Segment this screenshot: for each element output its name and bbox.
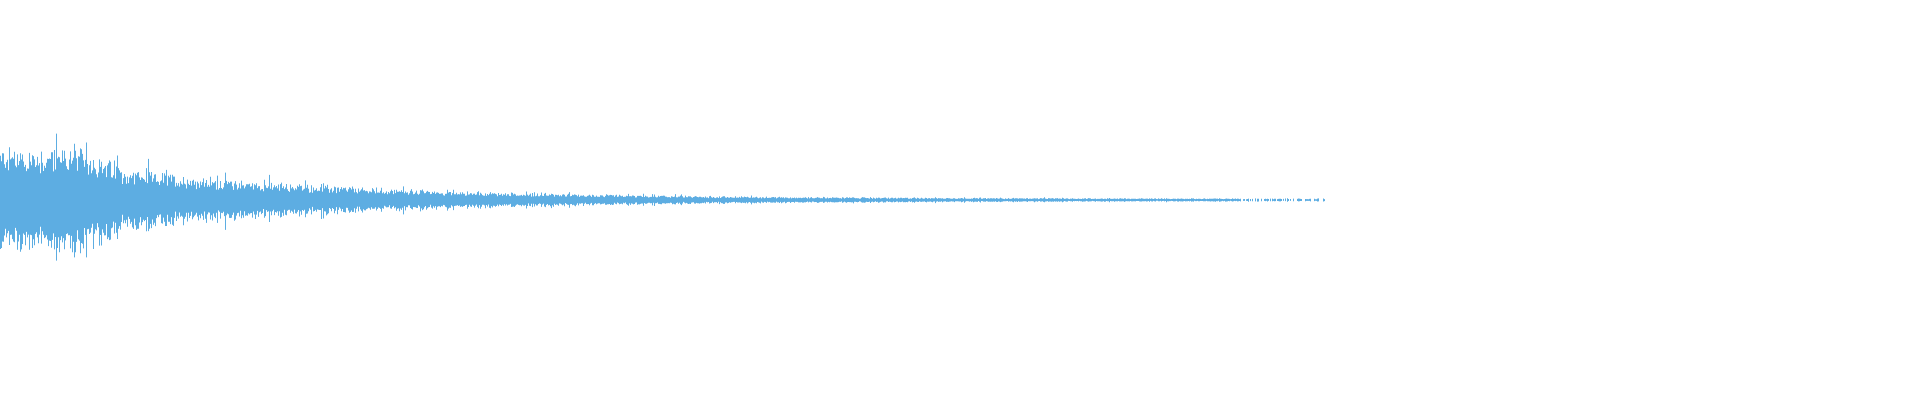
waveform-bars: [0, 133, 1325, 261]
waveform-path: [0, 133, 1325, 261]
